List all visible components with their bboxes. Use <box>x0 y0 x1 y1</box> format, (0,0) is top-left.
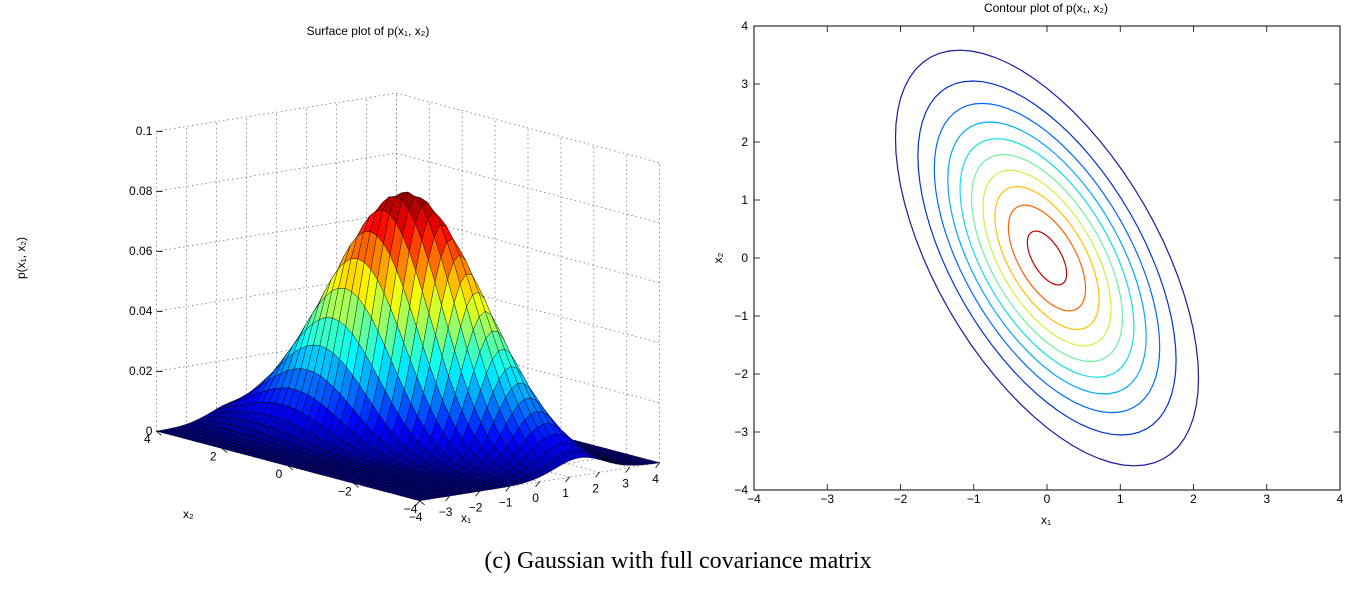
z-tick-label: 0.04 <box>129 304 153 318</box>
contour-line <box>1026 230 1068 286</box>
x-tick-label: 4 <box>1337 492 1344 506</box>
contour-line <box>959 138 1135 378</box>
x-tick-label: −1 <box>967 492 981 506</box>
x-tick-mark <box>535 481 540 488</box>
x-tick-mark <box>655 462 660 469</box>
y-tick-mark <box>419 500 425 506</box>
surface-plot: Surface plot of p(x₁, x₂) 00.020.040.060… <box>14 24 660 525</box>
contour-x-axis-label: x₁ <box>1041 513 1051 527</box>
z-tick-label: 0.08 <box>129 184 153 198</box>
surface-patch <box>412 497 426 502</box>
y-tick-label: 4 <box>144 432 151 446</box>
z-tick-mark <box>156 430 163 433</box>
contour-line <box>947 121 1147 395</box>
y-tick-label: 3 <box>741 77 748 91</box>
figure-caption: (c) Gaussian with full covariance matrix <box>484 548 872 574</box>
y-tick-label: −4 <box>404 502 418 516</box>
contour-line <box>982 169 1112 347</box>
y-tick-label: 0 <box>741 251 748 265</box>
x-tick-mark <box>475 491 480 497</box>
z-tick-mark <box>156 310 163 313</box>
x-tick-label: 0 <box>532 491 539 505</box>
y-tick-label: −1 <box>734 309 748 323</box>
z-tick-label: 0.06 <box>129 244 153 258</box>
x-tick-label: −3 <box>439 505 453 519</box>
z-tick-mark <box>156 250 163 253</box>
x-tick-label: −2 <box>894 492 908 506</box>
x-tick-label: 0 <box>1044 492 1051 506</box>
x-tick-mark <box>505 486 510 492</box>
x-tick-mark <box>595 472 600 478</box>
z-tick-label: 0 <box>146 424 153 438</box>
x-tick-mark <box>625 467 630 473</box>
y-tick-label: −2 <box>734 367 748 381</box>
x-tick-label: 3 <box>622 477 629 491</box>
contour-line <box>894 49 1200 467</box>
y-tick-label: 4 <box>741 19 748 33</box>
surface-title-text: Surface plot of p(x₁, x₂) <box>307 24 430 38</box>
x-tick-label: 1 <box>562 486 569 500</box>
contour-plot: Contour plot of p(x₁, x₂) −4 −3 −2 −1 0 1 2 3 4−… <box>711 1 1344 527</box>
y-tick-mark <box>353 483 360 488</box>
y-tick-label: 1 <box>741 193 748 207</box>
surface-title: Surface plot of p(x₁, x₂) <box>307 24 430 38</box>
contour-axes-box <box>753 25 1341 491</box>
z-tick-mark <box>156 190 163 193</box>
x-tick-label: 3 <box>1263 492 1270 506</box>
y-tick-label: 0 <box>276 467 283 481</box>
surface-z-axis-label: p(x₁, x₂) <box>14 237 28 279</box>
grid-line <box>156 92 660 164</box>
y-tick-mark <box>221 448 228 453</box>
z-tick-mark <box>156 130 163 133</box>
x-tick-label: 1 <box>1117 492 1124 506</box>
surface-x-axis-label: x₁ <box>461 511 471 525</box>
contour-line <box>1007 204 1087 312</box>
y-tick-mark <box>156 430 162 436</box>
y-tick-label: 2 <box>210 450 217 464</box>
x-tick-label: −3 <box>820 492 834 506</box>
z-tick-label: 0.02 <box>129 364 153 378</box>
x-tick-mark <box>565 476 570 483</box>
contour-lines <box>894 49 1200 467</box>
surface-mesh <box>156 191 660 502</box>
y-tick-label: −3 <box>734 425 748 439</box>
contour-line <box>917 80 1177 436</box>
x-tick-mark <box>445 495 450 502</box>
contour-line <box>994 185 1100 331</box>
y-tick-mark <box>287 465 294 471</box>
grid-line <box>156 212 660 284</box>
surface-ticks: 0 0.02 0.04 0.06 0.08 0.1 −4 −2 0 2 4 −4 −3 −2 −1 0 1 2 3 4 <box>129 124 660 524</box>
contour-y-axis-label: x₂ <box>711 252 725 263</box>
x-tick-label: −4 <box>409 510 423 524</box>
x-tick-label: −2 <box>469 500 483 514</box>
x-tick-label: 4 <box>652 472 659 486</box>
x-tick-label: 2 <box>1190 492 1197 506</box>
x-tick-label: −1 <box>499 496 513 510</box>
y-tick-label: −2 <box>338 484 352 498</box>
contour-title: Contour plot of p(x₁, x₂) <box>984 1 1108 15</box>
z-tick-label: 0.1 <box>136 124 153 138</box>
grid-line <box>156 272 660 344</box>
contour-ticks: −4 −3 −2 −1 0 1 2 3 4 −4 −3 −2 −1 0 1 2 3 4 <box>734 19 1343 506</box>
x-tick-mark <box>415 500 420 507</box>
y-tick-label: 2 <box>741 135 748 149</box>
y-tick-label: −4 <box>734 483 748 497</box>
z-tick-mark <box>156 370 163 373</box>
x-tick-label: −4 <box>747 492 761 506</box>
grid-line <box>156 152 660 224</box>
contour-line <box>933 102 1161 414</box>
contour-line <box>970 153 1124 363</box>
grid-line <box>156 332 660 404</box>
x-tick-label: 2 <box>592 481 599 495</box>
surface-y-axis-label: x₂ <box>183 507 194 521</box>
